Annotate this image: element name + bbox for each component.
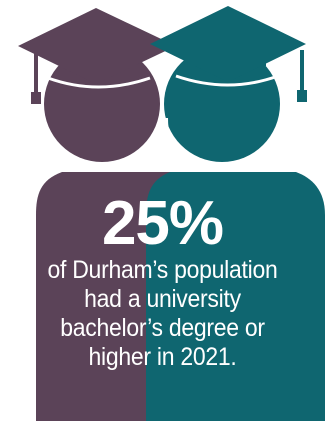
stat-caption-line: had a university: [84, 285, 241, 313]
statistic-block: 25% of Durham’s population had a univers…: [0, 192, 325, 372]
stat-caption-line: higher in 2021.: [88, 343, 237, 371]
stat-caption: of Durham’s population had a university …: [13, 256, 312, 372]
stat-caption-line: of Durham’s population: [47, 256, 278, 284]
stat-value: 25%: [101, 189, 224, 258]
stat-caption-line: bachelor’s degree or: [60, 314, 265, 342]
right-graduate-icon: [146, 6, 325, 421]
